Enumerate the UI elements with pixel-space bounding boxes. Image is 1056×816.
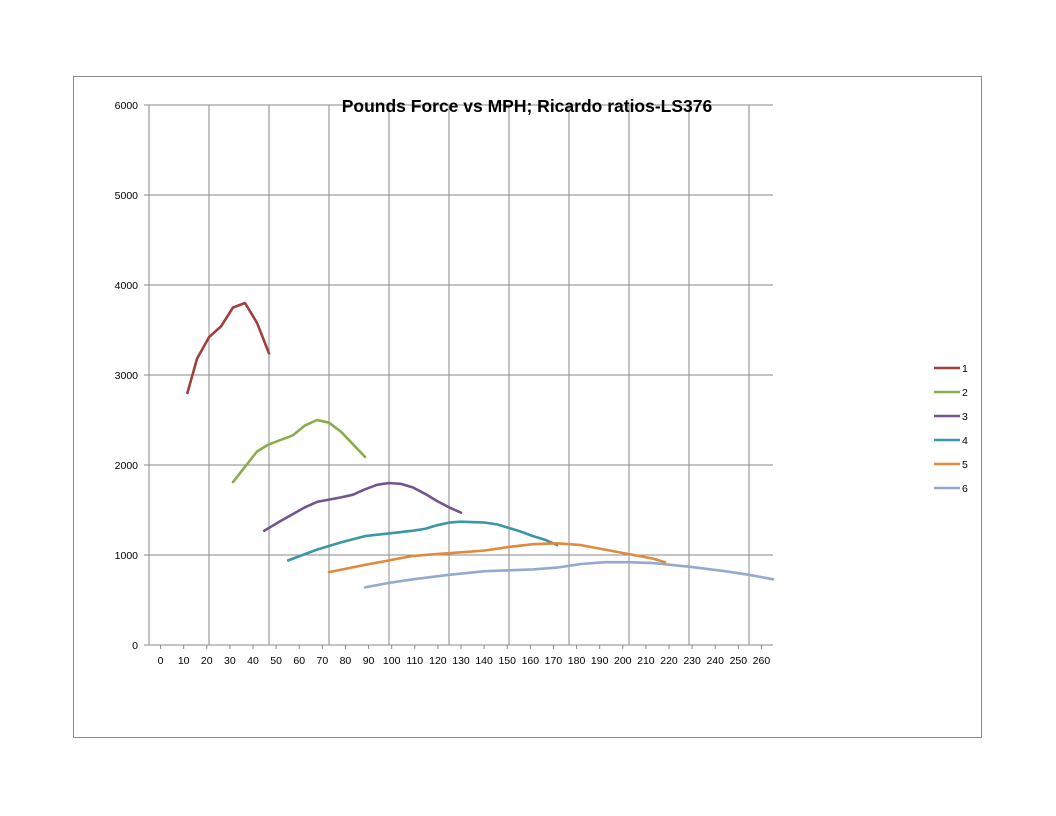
series-line-4 <box>286 520 559 562</box>
series-lines <box>186 301 775 589</box>
x-tick-label: 220 <box>660 655 678 667</box>
x-axis-tick-labels: 0 10 20 30 40 50 60 70 80 90 100 110 120 130 140 150 160… <box>158 655 771 667</box>
y-tick-label: 5000 <box>115 190 139 202</box>
legend-label-6: 6 <box>962 483 968 495</box>
y-axis-tick-labels: 0 1000 2000 3000 4000 5000 6000 <box>115 100 139 652</box>
x-tick-label: 240 <box>706 655 724 667</box>
x-tick-label: 200 <box>614 655 632 667</box>
x-tick-label: 210 <box>637 655 655 667</box>
x-tick-label: 0 <box>158 655 164 667</box>
y-tick-label: 0 <box>132 640 138 652</box>
x-tick-label: 70 <box>316 655 328 667</box>
y-tick-label: 6000 <box>115 100 139 112</box>
legend-label-3: 3 <box>962 411 968 423</box>
line-chart: 0 10 20 30 40 50 60 70 80 90 100 110 120 130 140 150 160… <box>115 96 968 667</box>
y-tick-label: 4000 <box>115 280 139 292</box>
x-tick-label: 60 <box>293 655 305 667</box>
x-tick-label: 160 <box>522 655 540 667</box>
x-tick-label: 250 <box>730 655 748 667</box>
x-tick-label: 260 <box>753 655 771 667</box>
x-tick-label: 110 <box>406 655 423 667</box>
x-tick-label: 230 <box>683 655 701 667</box>
x-tick-label: 150 <box>498 655 516 667</box>
x-tick-label: 190 <box>591 655 609 667</box>
x-tick-label: 30 <box>224 655 236 667</box>
x-tick-label: 80 <box>340 655 352 667</box>
legend-label-2: 2 <box>962 387 968 399</box>
legend-label-1: 1 <box>962 363 968 375</box>
y-tick-label: 1000 <box>115 550 139 562</box>
y-tick-label: 2000 <box>115 460 139 472</box>
x-tick-label: 40 <box>247 655 259 667</box>
x-tick-label: 130 <box>452 655 470 667</box>
x-tick-label: 120 <box>429 655 447 667</box>
legend-label-5: 5 <box>962 459 968 471</box>
x-tick-label: 50 <box>270 655 282 667</box>
series-line-3 <box>262 481 463 532</box>
legend-label-4: 4 <box>962 435 968 447</box>
x-tick-label: 20 <box>201 655 213 667</box>
x-tick-label: 170 <box>545 655 563 667</box>
series-line-6 <box>363 560 775 589</box>
chart-title: Pounds Force vs MPH; Ricardo ratios-LS37… <box>342 96 713 116</box>
legend: 1 2 3 4 5 6 <box>934 363 968 495</box>
grid-lines <box>144 104 773 649</box>
x-tick-label: 90 <box>363 655 375 667</box>
y-tick-label: 3000 <box>115 370 139 382</box>
x-tick-label: 140 <box>475 655 493 667</box>
x-tick-label: 10 <box>178 655 190 667</box>
x-tick-label: 180 <box>568 655 586 667</box>
series-line-5 <box>327 542 667 574</box>
x-tick-label: 100 <box>383 655 401 667</box>
series-line-1 <box>186 301 271 395</box>
chart-frame: 0 10 20 30 40 50 60 70 80 90 100 110 120 130 140 150 160… <box>73 76 982 738</box>
series-line-2 <box>231 418 367 484</box>
